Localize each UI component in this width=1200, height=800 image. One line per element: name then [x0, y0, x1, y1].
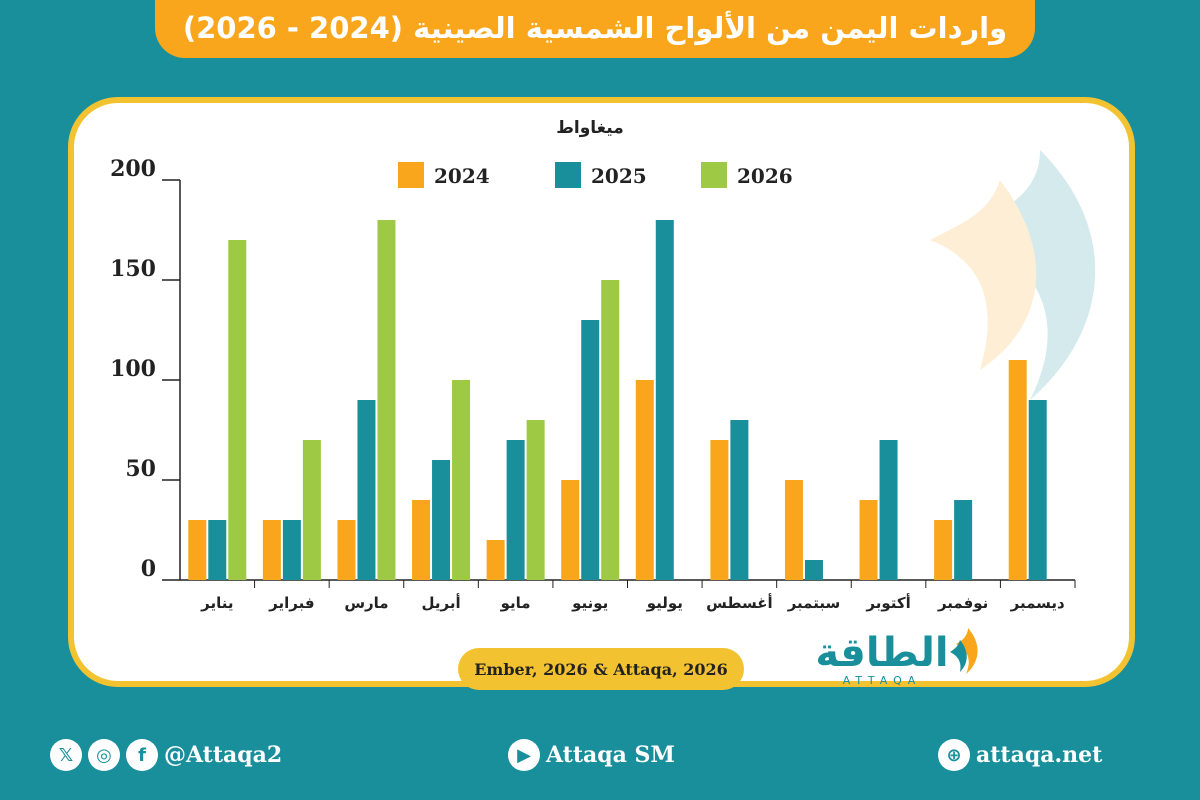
bar-2024 — [262, 520, 281, 580]
bar-2025 — [432, 460, 451, 580]
bar-2025 — [879, 440, 898, 580]
x-icon[interactable]: 𝕏 — [50, 739, 82, 771]
x-tick-label: مارس — [344, 594, 388, 612]
x-tick-label: فبراير — [268, 594, 314, 612]
y-tick-label: 100 — [110, 356, 156, 382]
legend-swatch-2024 — [398, 162, 424, 188]
x-tick-label: سبتمبر — [787, 594, 841, 612]
bar-2024 — [784, 480, 803, 580]
bar-2026 — [526, 420, 545, 580]
legend-swatch-2025 — [555, 162, 581, 188]
x-tick-label: ديسمبر — [1010, 594, 1065, 612]
legend-swatch-2026 — [701, 162, 727, 188]
bar-2025 — [730, 420, 749, 580]
bar-2025 — [581, 320, 600, 580]
bar-2024 — [486, 540, 505, 580]
chart-title: واردات اليمن من الألواح الشمسية الصينية … — [182, 11, 1008, 45]
title-banner: واردات اليمن من الألواح الشمسية الصينية … — [155, 0, 1035, 58]
social-handle[interactable]: @Attaqa2 — [164, 742, 283, 768]
source-badge: Ember, 2026 & Attaqa, 2026 — [458, 648, 744, 690]
bar-2024 — [188, 520, 207, 580]
y-tick-label: 50 — [125, 456, 156, 482]
bar-2025 — [1028, 400, 1047, 580]
y-axis-label: ميغاواط — [556, 118, 624, 138]
bar-2024 — [337, 520, 356, 580]
svg-text:ATTAQA: ATTAQA — [843, 674, 922, 687]
y-tick-label: 150 — [110, 256, 156, 282]
bar-2025 — [655, 220, 674, 580]
youtube-icon[interactable]: ▶ — [508, 739, 540, 771]
bar-2024 — [635, 380, 654, 580]
watermark-icon — [930, 150, 1096, 400]
globe-icon[interactable]: ⊕ — [938, 739, 970, 771]
bar-2025 — [357, 400, 376, 580]
x-tick-label: أبريل — [421, 593, 460, 612]
bar-2026 — [377, 220, 396, 580]
x-tick-label: يونيو — [571, 594, 608, 612]
bar-2025 — [282, 520, 301, 580]
facebook-icon[interactable]: f — [126, 739, 158, 771]
y-tick-label: 0 — [141, 556, 156, 582]
x-tick-label: أغسطس — [706, 593, 772, 612]
bar-2026 — [228, 240, 247, 580]
social-links: 𝕏 ◎ f @Attaqa2 — [50, 737, 282, 773]
bar-2025 — [208, 520, 227, 580]
x-tick-label: أكتوبر — [865, 593, 910, 612]
bar-2024 — [710, 440, 729, 580]
attaqa-logo: الطاقة ATTAQA — [815, 628, 978, 687]
bar-2026 — [452, 380, 471, 580]
x-tick-label: نوفمبر — [937, 594, 988, 612]
bar-2025 — [804, 560, 823, 580]
bar-2026 — [302, 440, 321, 580]
bar-2025 — [954, 500, 973, 580]
source-text: Ember, 2026 & Attaqa, 2026 — [474, 659, 728, 679]
bar-2025 — [506, 440, 525, 580]
website-link: ⊕ attaqa.net — [938, 737, 1102, 773]
legend-label: 2026 — [737, 164, 793, 188]
bar-2024 — [561, 480, 580, 580]
bar-2024 — [1008, 360, 1027, 580]
legend-label: 2025 — [591, 164, 647, 188]
y-tick-label: 200 — [110, 156, 156, 182]
youtube-channel[interactable]: Attaqa SM — [546, 742, 675, 768]
website-url[interactable]: attaqa.net — [976, 742, 1103, 768]
bar-2026 — [601, 280, 620, 580]
instagram-icon[interactable]: ◎ — [88, 739, 120, 771]
legend-label: 2024 — [434, 164, 490, 188]
bar-2024 — [859, 500, 878, 580]
bar-2024 — [412, 500, 431, 580]
svg-text:الطاقة: الطاقة — [815, 630, 948, 676]
youtube-link: ▶ Attaqa SM — [508, 737, 675, 773]
bar-2024 — [934, 520, 953, 580]
x-tick-label: يناير — [200, 594, 233, 612]
x-tick-label: يوليو — [646, 594, 683, 612]
x-tick-label: مايو — [500, 594, 531, 612]
